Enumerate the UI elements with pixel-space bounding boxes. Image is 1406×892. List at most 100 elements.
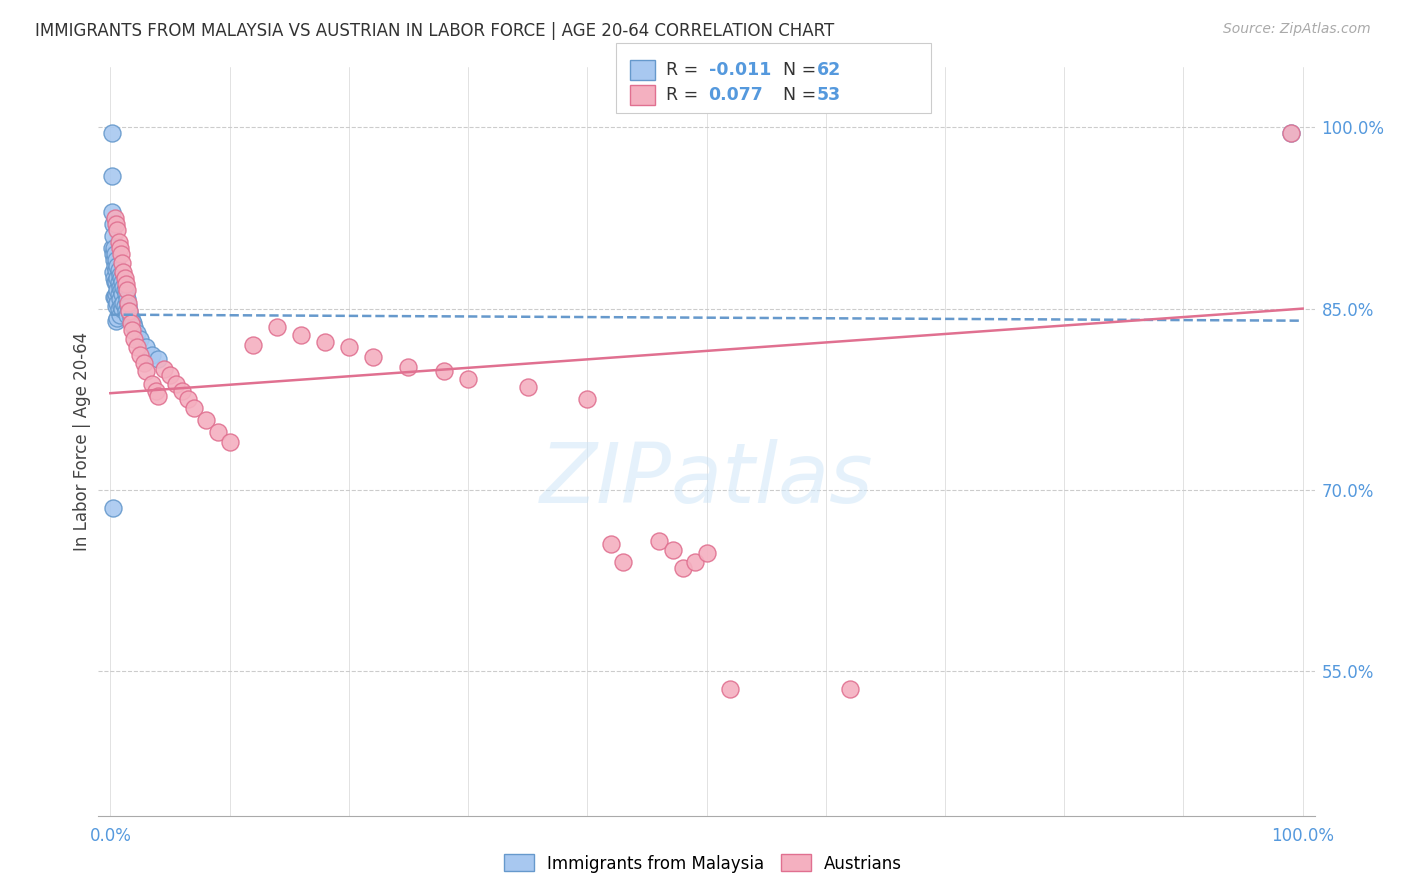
Point [107, 284, 129, 298]
Point [122, 316, 145, 330]
Point [218, 434, 240, 449]
Point [120, 311, 142, 326]
Point [114, 284, 136, 298]
Point [107, 295, 129, 310]
Point [104, 275, 127, 289]
Point [457, 372, 479, 386]
Point [118, 304, 141, 318]
Point [103, 253, 125, 268]
Point [183, 401, 205, 415]
Point [104, 211, 127, 225]
Point [122, 332, 145, 346]
Point [132, 356, 155, 370]
Point [122, 319, 145, 334]
Point [290, 328, 312, 343]
Point [146, 352, 169, 367]
Point [104, 260, 127, 274]
Point [115, 304, 138, 318]
Point [105, 287, 128, 301]
Point [101, 217, 124, 231]
Text: 53: 53 [817, 86, 841, 103]
Point [838, 682, 860, 697]
Point [118, 304, 141, 318]
Point [117, 299, 139, 313]
Point [141, 347, 163, 361]
Point [105, 299, 128, 313]
Point [107, 271, 129, 285]
Point [107, 260, 129, 274]
Point [120, 316, 142, 330]
Point [107, 287, 129, 301]
Point [100, 205, 122, 219]
Point [1279, 127, 1302, 141]
Point [115, 277, 138, 292]
Text: ZIPatlas: ZIPatlas [540, 439, 873, 519]
Point [105, 314, 128, 328]
Point [101, 247, 124, 261]
Point [600, 537, 623, 551]
Point [194, 413, 217, 427]
Point [612, 555, 634, 569]
Text: 62: 62 [817, 61, 841, 79]
Point [115, 292, 138, 306]
Point [396, 359, 419, 374]
Point [648, 533, 671, 548]
Point [129, 332, 152, 346]
Point [107, 275, 129, 289]
Point [115, 284, 138, 298]
Text: 0.077: 0.077 [709, 86, 763, 103]
Text: R =: R = [666, 86, 704, 103]
Point [672, 561, 695, 575]
Point [683, 555, 706, 569]
Point [337, 340, 360, 354]
Point [115, 308, 138, 322]
Point [112, 280, 135, 294]
Point [121, 314, 143, 328]
Point [696, 546, 718, 560]
Point [104, 247, 127, 261]
Point [207, 425, 229, 439]
Text: IMMIGRANTS FROM MALAYSIA VS AUSTRIAN IN LABOR FORCE | AGE 20-64 CORRELATION CHAR: IMMIGRANTS FROM MALAYSIA VS AUSTRIAN IN … [35, 22, 834, 40]
Point [153, 362, 176, 376]
Point [108, 268, 131, 282]
Point [242, 338, 264, 352]
Point [114, 299, 136, 313]
Point [361, 350, 384, 364]
Point [125, 340, 148, 354]
Point [101, 229, 124, 244]
Point [135, 364, 157, 378]
Point [135, 340, 157, 354]
Point [111, 301, 134, 316]
Point [108, 280, 131, 294]
Point [177, 392, 200, 407]
Point [110, 299, 132, 313]
Point [100, 127, 122, 141]
Point [662, 543, 685, 558]
Point [576, 392, 599, 407]
Text: R =: R = [666, 61, 704, 79]
Point [105, 263, 128, 277]
Legend: Immigrants from Malaysia, Austrians: Immigrants from Malaysia, Austrians [498, 847, 908, 880]
Point [125, 326, 148, 340]
Y-axis label: In Labor Force | Age 20-64: In Labor Force | Age 20-64 [73, 332, 91, 551]
Point [108, 292, 131, 306]
Point [121, 323, 143, 337]
Point [112, 265, 135, 279]
Point [146, 389, 169, 403]
Point [107, 235, 129, 249]
Text: -0.011: -0.011 [709, 61, 770, 79]
Point [266, 319, 288, 334]
Point [104, 289, 127, 303]
Point [111, 255, 134, 269]
Point [314, 335, 336, 350]
Point [108, 241, 131, 255]
Point [129, 347, 152, 361]
Point [100, 241, 122, 255]
Point [718, 682, 741, 697]
Point [141, 376, 163, 391]
Point [117, 295, 139, 310]
Point [110, 247, 132, 261]
Point [516, 380, 538, 394]
Point [107, 223, 129, 237]
Point [159, 368, 181, 382]
